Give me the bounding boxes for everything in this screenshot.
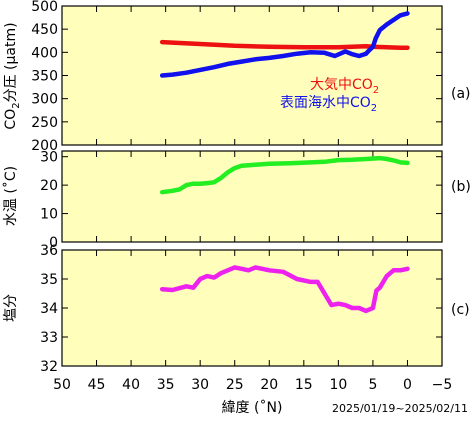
ylabel-c: 塩分 [3, 294, 19, 322]
ytick-label: 20 [40, 178, 58, 194]
ytick-label: 400 [31, 45, 58, 61]
ylabel-b: 水温 (˚C) [2, 166, 19, 226]
series-line-atmos-co2 [159, 39, 410, 50]
ytick-label: 250 [31, 115, 58, 131]
ylabel-a-sub: 2 [11, 102, 22, 108]
date-range: 2025/01/19~2025/02/11 [332, 402, 468, 415]
xtick-label: 15 [295, 377, 313, 393]
xtick-label: −5 [432, 377, 453, 393]
xtick-label: 45 [88, 377, 106, 393]
xtick-label: 50 [53, 377, 71, 393]
panel-label-b: (b) [451, 179, 471, 195]
ytick-label: 36 [40, 243, 58, 259]
ytick-label: 34 [40, 301, 58, 317]
ytick-label: 33 [40, 330, 58, 346]
legend-sea-sub: 2 [371, 103, 377, 114]
legend-sea-text: 表面海水中CO [280, 95, 371, 111]
series-line-sea-co2 [159, 11, 410, 78]
ytick-label: 30 [40, 150, 58, 166]
panel-label-a: (a) [451, 86, 471, 102]
ylabel-a-text: CO [3, 109, 19, 130]
ylabel-a-rest: 分圧 (µatm) [3, 22, 19, 102]
ticks-layer: 2002503003504004505000102030323334353650… [31, 0, 452, 393]
xtick-label: 10 [329, 377, 347, 393]
legend-atmos-text: 大気中CO [310, 77, 373, 93]
series-line-salinity [159, 265, 410, 314]
legend-atmos-sub: 2 [373, 85, 379, 96]
ytick-label: 0 [49, 235, 58, 251]
ytick-label: 450 [31, 22, 58, 38]
ytick-label: 10 [40, 207, 58, 223]
ytick-label: 35 [40, 272, 58, 288]
panel-label-c: (c) [451, 302, 470, 318]
xtick-label: 40 [122, 377, 140, 393]
ylabel-a: CO2分圧 (µatm) [3, 22, 22, 129]
legend-sea-co2: 表面海水中CO2 [280, 95, 377, 114]
series-line-water-temp [159, 155, 410, 195]
ytick-label: 300 [31, 92, 58, 108]
ytick-label: 200 [31, 138, 58, 154]
xtick-label: 20 [260, 377, 278, 393]
ytick-label: 350 [31, 69, 58, 85]
ytick-label: 500 [31, 0, 58, 15]
xtick-label: 25 [226, 377, 244, 393]
ytick-label: 32 [40, 359, 58, 375]
xtick-label: 5 [368, 377, 377, 393]
xtick-label: 30 [191, 377, 209, 393]
series-layer [159, 11, 410, 314]
legend-atmos-co2: 大気中CO2 [310, 77, 379, 96]
xtick-label: 0 [403, 377, 412, 393]
xtick-label: 35 [157, 377, 175, 393]
xlabel: 緯度 (˚N) [222, 399, 283, 416]
